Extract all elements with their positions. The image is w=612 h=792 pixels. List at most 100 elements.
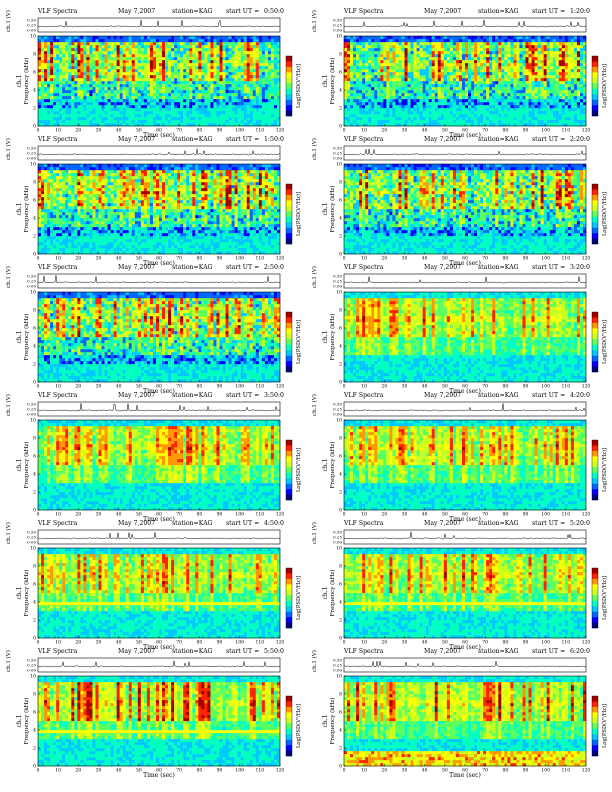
heatmap-cell <box>177 117 181 121</box>
heatmap-cell <box>501 87 505 91</box>
heatmap-cell <box>195 90 199 94</box>
heatmap-cell <box>198 111 202 115</box>
heatmap-cell <box>525 48 529 52</box>
heatmap-cell <box>398 81 402 85</box>
heatmap-cell <box>582 72 587 76</box>
heatmap-cell <box>50 72 54 76</box>
heatmap-cell <box>398 123 402 127</box>
heatmap-cell <box>344 66 348 70</box>
heatmap-cell <box>371 51 375 55</box>
heatmap-cell <box>558 66 562 70</box>
heatmap-cell <box>528 36 532 40</box>
heatmap-cell <box>549 105 553 109</box>
heatmap-cell <box>252 42 256 46</box>
heatmap-cell <box>350 93 354 97</box>
heatmap-cell <box>477 63 481 67</box>
heatmap-cell <box>41 108 45 112</box>
heatmap-cell <box>137 39 141 43</box>
heatmap-cell <box>365 102 369 106</box>
heatmap-cell <box>165 48 169 52</box>
heatmap-cell <box>461 42 466 46</box>
heatmap-cell <box>425 78 429 82</box>
heatmap-cell <box>474 60 478 64</box>
heatmap-cell <box>168 84 172 88</box>
x-tick-label: 70 <box>176 128 182 134</box>
heatmap-cell <box>561 51 565 55</box>
heatmap-cell <box>44 90 48 94</box>
heatmap-cell <box>44 108 48 112</box>
heatmap-cell <box>480 102 484 106</box>
heatmap-cell <box>528 117 532 121</box>
heatmap-cell <box>576 93 581 97</box>
heatmap-cell <box>95 45 99 49</box>
heatmap-cell <box>204 123 208 127</box>
heatmap-cell <box>125 60 129 64</box>
heatmap-cell <box>216 60 220 64</box>
heatmap-cell <box>347 78 351 82</box>
heatmap-cell <box>401 39 405 43</box>
heatmap-cell <box>149 69 154 73</box>
heatmap-cell <box>41 60 45 64</box>
heatmap-cell <box>47 111 51 115</box>
heatmap-cell <box>86 96 90 100</box>
heatmap-cell <box>134 78 138 82</box>
heatmap-cell <box>74 42 78 46</box>
heatmap-cell <box>201 108 205 112</box>
heatmap-cell <box>137 81 141 85</box>
heatmap-cell <box>401 84 405 88</box>
heatmap-cell <box>489 81 493 85</box>
heatmap-cell <box>486 99 490 103</box>
heatmap-cell <box>356 78 360 82</box>
heatmap-cell <box>101 114 105 118</box>
heatmap-cell <box>440 39 444 43</box>
heatmap-cell <box>531 78 535 82</box>
heatmap-cell <box>576 57 581 61</box>
heatmap-cell <box>446 117 451 121</box>
heatmap-cell <box>198 42 202 46</box>
heatmap-cell <box>519 48 523 52</box>
heatmap-cell <box>213 120 217 124</box>
heatmap-cell <box>525 117 529 121</box>
heatmap-cell <box>149 57 154 61</box>
heatmap-cell <box>149 54 154 58</box>
heatmap-cell <box>225 78 229 82</box>
heatmap-cell <box>240 66 244 70</box>
heatmap-cell <box>543 60 547 64</box>
heatmap-cell <box>383 96 387 100</box>
heatmap-cell <box>137 117 141 121</box>
channel-tick-label: 0.00 <box>27 156 36 161</box>
heatmap-cell <box>237 57 241 61</box>
heatmap-cell <box>41 39 45 43</box>
heatmap-cell <box>152 111 157 115</box>
heatmap-cell <box>146 96 151 100</box>
heatmap-cell <box>95 99 99 103</box>
heatmap-cell <box>162 60 166 64</box>
heatmap-cell <box>383 39 387 43</box>
heatmap-cell <box>443 69 447 73</box>
heatmap-cell <box>128 78 132 82</box>
heatmap-cell <box>92 123 96 127</box>
heatmap-cell <box>183 90 187 94</box>
heatmap-cell <box>152 102 157 106</box>
heatmap-cell <box>131 72 135 76</box>
heatmap-cell <box>243 57 247 61</box>
heatmap-cell <box>180 96 184 100</box>
heatmap-cell <box>380 36 384 40</box>
heatmap-cell <box>540 114 544 118</box>
heatmap-cell <box>413 123 417 127</box>
heatmap-cell <box>74 117 78 121</box>
heatmap-cell <box>122 63 126 67</box>
heatmap-cell <box>582 69 587 73</box>
heatmap-cell <box>576 87 581 91</box>
heatmap-cell <box>159 117 163 121</box>
heatmap-cell <box>513 54 517 58</box>
heatmap-cell <box>180 111 184 115</box>
heatmap-cell <box>558 42 562 46</box>
heatmap-cell <box>546 51 550 55</box>
heatmap-cell <box>68 108 72 112</box>
heatmap-cell <box>104 72 108 76</box>
heatmap-cell <box>41 245 45 249</box>
heatmap-cell <box>201 90 205 94</box>
heatmap-cell <box>225 48 229 52</box>
heatmap-cell <box>465 90 469 94</box>
